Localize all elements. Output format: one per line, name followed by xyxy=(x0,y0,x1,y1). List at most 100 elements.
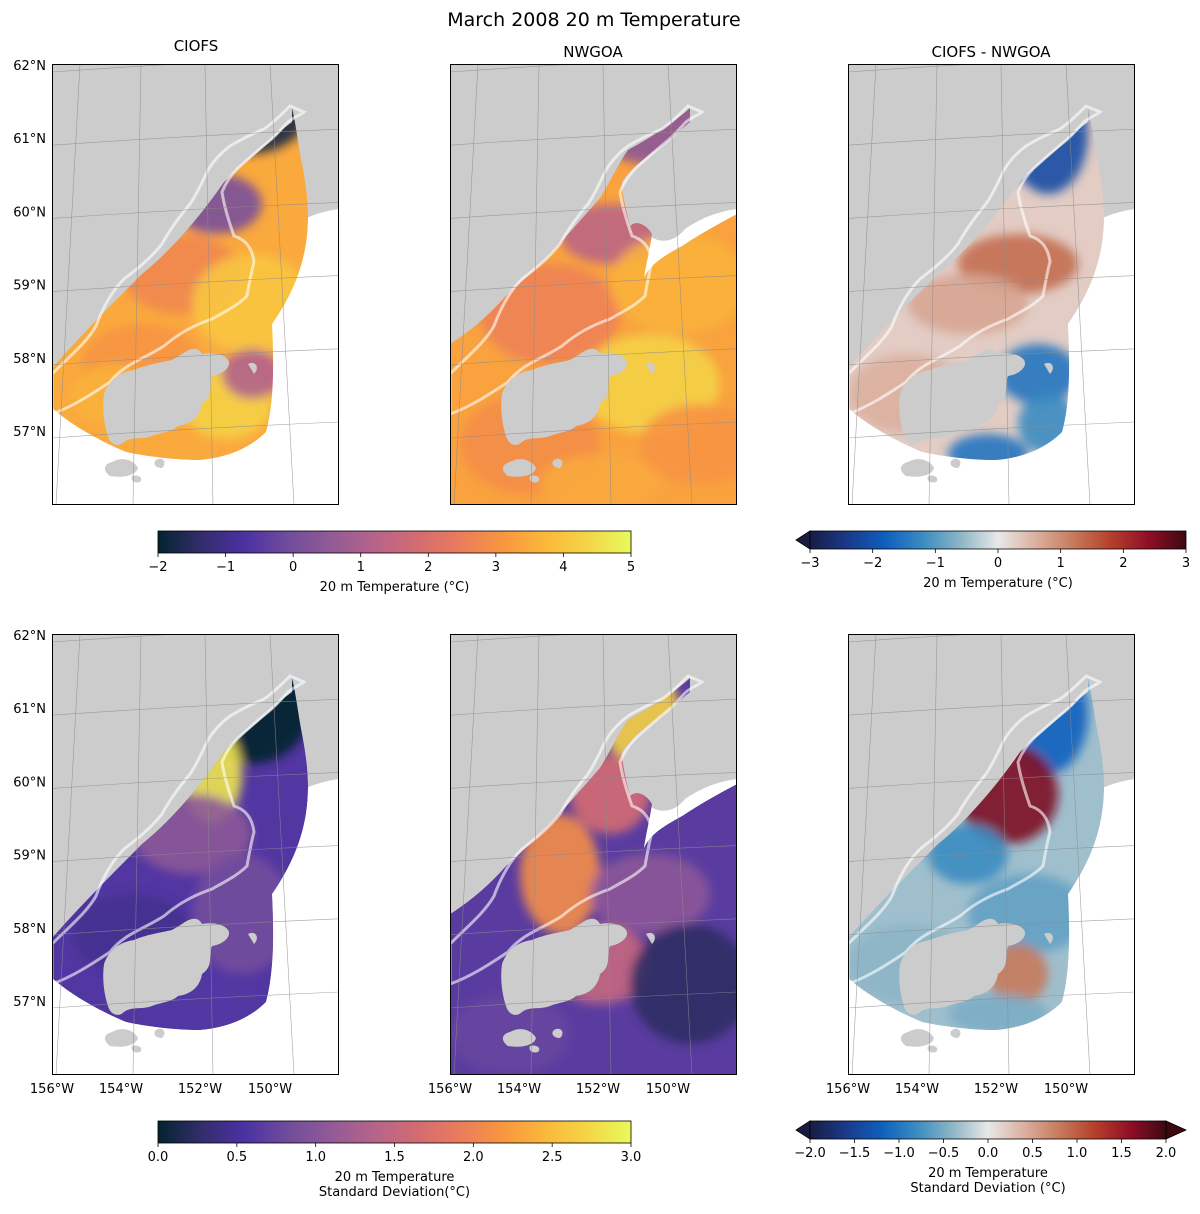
graticule-meridian xyxy=(55,634,81,1075)
graticule-meridian xyxy=(530,634,540,1075)
colorbar-tick-label: −0.5 xyxy=(928,1146,960,1161)
colorbar-extend-max xyxy=(1165,1120,1187,1140)
graticule-meridian xyxy=(204,64,214,505)
colorbar-tick-label: 4 xyxy=(559,560,567,575)
colorbar-tick-label: −2 xyxy=(863,556,882,571)
lon-tick-label: 152°W xyxy=(974,1082,1018,1097)
colorbar-tick-label: 2 xyxy=(424,560,432,575)
lat-tick-label: 61°N xyxy=(13,702,46,717)
colorbar-tick-label: −2 xyxy=(148,560,167,575)
panel-title-diff: CIOFS - NWGOA xyxy=(931,43,1051,61)
colorbar-tick-label: 0.5 xyxy=(1022,1146,1043,1161)
land-islet xyxy=(248,932,257,944)
graticule-parallel xyxy=(450,772,737,789)
graticule-meridian xyxy=(602,64,612,505)
graticule-parallel xyxy=(52,918,339,936)
colorbar-label: Standard Deviation (°C) xyxy=(910,1181,1065,1196)
lon-tick-label: 150°W xyxy=(248,1082,292,1097)
colorbar-tick-label: 3.0 xyxy=(621,1150,642,1165)
map-panel-nwgoa-std xyxy=(450,634,737,1075)
graticule-parallel xyxy=(848,202,1135,219)
land-islet xyxy=(1044,932,1053,944)
graticule-parallel xyxy=(848,275,1135,292)
lat-tick-label: 60°N xyxy=(13,205,46,220)
graticule-meridian xyxy=(55,64,81,505)
land-islet xyxy=(502,1029,536,1047)
data-blob xyxy=(630,924,737,1044)
lon-tick-label: 156°W xyxy=(30,1082,74,1097)
data-blob xyxy=(590,854,710,934)
colorbar-std: 0.0 0.5 1.0 1.5 2.0 2.5 3.0 20 m TemperatureSta… xyxy=(148,1120,642,1200)
colorbar-tick-label: 1.5 xyxy=(384,1150,405,1165)
graticule-parallel xyxy=(52,64,183,73)
graticule-meridian xyxy=(453,64,479,505)
colorbar-tick-label: −1.5 xyxy=(839,1146,871,1161)
colorbar-tick-label: 5 xyxy=(627,560,635,575)
colorbar-bar xyxy=(809,530,1187,550)
coastline xyxy=(450,674,705,986)
coastline xyxy=(52,674,307,986)
lat-tick-label: 62°N xyxy=(13,629,46,644)
colorbar-tick-label: 2.0 xyxy=(463,1150,484,1165)
colorbar-label: 20 m Temperature xyxy=(928,1166,1048,1181)
lon-tick-label: 154°W xyxy=(99,1082,143,1097)
graticule-parallel xyxy=(848,772,1135,789)
graticule-meridian xyxy=(1000,64,1010,505)
land-islet xyxy=(104,1029,138,1047)
graticule-parallel xyxy=(848,698,1135,716)
graticule-meridian xyxy=(530,64,540,505)
lat-tick-label: 57°N xyxy=(13,425,46,440)
coastline xyxy=(848,104,1103,416)
graticule-meridian xyxy=(132,64,142,505)
graticule-meridian xyxy=(667,64,693,505)
map-panel-diff-mean xyxy=(848,64,1135,505)
graticule-parallel xyxy=(52,128,339,146)
graticule xyxy=(450,634,737,1075)
map-frame xyxy=(848,634,1135,1075)
colorbar-tick-label: 0.0 xyxy=(978,1146,999,1161)
colorbar-tick-label: 0 xyxy=(289,560,297,575)
colorbar-label: 20 m Temperature (°C) xyxy=(923,576,1073,591)
graticule-meridian xyxy=(1065,634,1091,1075)
land-islet xyxy=(131,1045,142,1053)
land-islet xyxy=(104,459,138,477)
graticule-parallel xyxy=(848,421,1135,439)
land-islet xyxy=(529,1045,540,1053)
graticule-parallel xyxy=(450,421,737,439)
graticule-parallel xyxy=(848,845,1135,862)
graticule-meridian xyxy=(851,634,877,1075)
colorbar-tick-label: 1 xyxy=(357,560,365,575)
land-islet xyxy=(502,459,536,477)
graticule-parallel xyxy=(450,202,737,219)
graticule-meridian xyxy=(928,634,938,1075)
colorbar-tick-label: 1.5 xyxy=(1111,1146,1132,1161)
lon-tick-label: 156°W xyxy=(826,1082,870,1097)
lat-tick-label: 58°N xyxy=(13,352,46,367)
colorbar-tick-label: 1.0 xyxy=(305,1150,326,1165)
graticule-parallel xyxy=(848,128,1135,146)
data-blob xyxy=(948,994,1048,1030)
map-frame xyxy=(52,64,339,505)
lon-tick-label: 156°W xyxy=(428,1082,472,1097)
lon-tick-label: 152°W xyxy=(576,1082,620,1097)
data-blob xyxy=(908,274,1028,334)
map-panel-nwgoa-mean xyxy=(450,64,737,505)
land-islet xyxy=(950,1028,961,1038)
graticule-parallel xyxy=(52,698,339,716)
graticule-parallel xyxy=(52,634,183,643)
graticule-parallel xyxy=(52,772,339,789)
map-frame xyxy=(450,634,737,1075)
graticule-parallel xyxy=(52,275,339,292)
graticule-parallel xyxy=(848,991,1135,1009)
lat-tick-label: 61°N xyxy=(13,132,46,147)
graticule-parallel xyxy=(52,348,339,366)
coastline xyxy=(848,674,1103,986)
colorbar-diffstd: −2.0 −1.5 −1.0 −0.5 0.0 0.5 1.0 1.5 2.0 20 m Temp… xyxy=(794,1120,1187,1196)
land-islet xyxy=(131,475,142,483)
graticule xyxy=(848,634,1135,1075)
graticule-meridian xyxy=(269,634,295,1075)
colorbar-tick-label: 2 xyxy=(1119,556,1127,571)
panel-title-ciofs: CIOFS xyxy=(174,37,219,55)
graticule-parallel xyxy=(52,421,339,439)
panel-title-nwgoa: NWGOA xyxy=(563,43,623,61)
